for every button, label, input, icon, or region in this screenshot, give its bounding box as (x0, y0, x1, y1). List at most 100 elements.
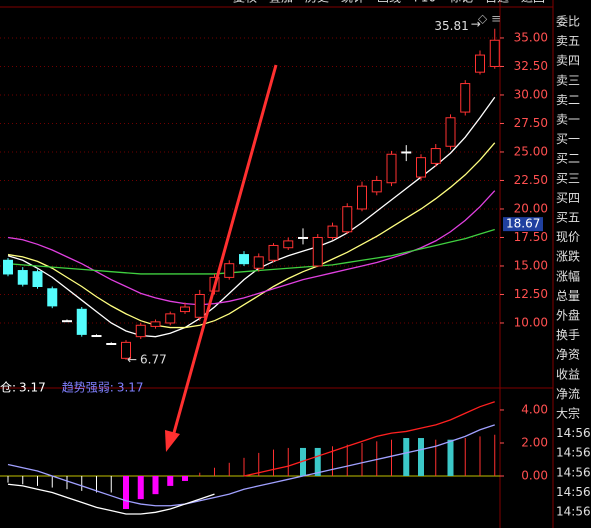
histogram-bar (22, 476, 24, 485)
menu-item: 自选 (485, 0, 509, 5)
candle-body (91, 335, 102, 338)
histogram-bar (199, 472, 201, 477)
y-tick-label: 4.00 (521, 402, 548, 416)
menu-item: 画线 (377, 0, 401, 5)
side-label: 大宗 (556, 406, 580, 421)
histogram-bar (214, 467, 215, 477)
indicator-line (243, 401, 495, 477)
histogram-bar (361, 442, 363, 477)
menu-item: 返回 (521, 0, 545, 5)
candle-body (430, 148, 441, 164)
y-tick-label: 15.00 (514, 258, 548, 272)
candle-body (371, 179, 382, 193)
histogram-bar (332, 446, 333, 477)
histogram-bar (182, 476, 188, 481)
side-label: 买五 (556, 211, 580, 225)
histogram-bar (435, 439, 437, 477)
candle-body (17, 270, 28, 285)
candle-body (416, 157, 426, 178)
menu-item: 叠加 (269, 0, 293, 5)
histogram-bar (137, 476, 144, 500)
side-label: 14:56 (556, 505, 591, 519)
histogram-bar (403, 438, 410, 477)
side-label: 买一 (556, 132, 580, 146)
legend-value: 3.17 (117, 381, 144, 395)
candle-body (76, 308, 87, 335)
price-tag-label: 18.67 (506, 217, 540, 231)
candle-body (3, 259, 13, 275)
side-label: 14:56 (556, 426, 591, 440)
histogram-bar (314, 447, 321, 477)
y-tick-label: 2.00 (521, 435, 548, 449)
histogram-bar (110, 476, 112, 493)
histogram-bar (243, 457, 245, 477)
trend-arrow (170, 64, 278, 441)
histogram-bar (479, 436, 481, 477)
histogram-bar (376, 441, 378, 477)
price-tag (503, 217, 543, 232)
histogram-bar (81, 476, 83, 491)
histogram-bar (391, 439, 392, 477)
candle-body (32, 271, 43, 287)
menu-item: 历史 (305, 0, 329, 5)
side-label: 净流 (556, 387, 580, 401)
candle-body (62, 320, 72, 323)
side-label: 净资 (556, 348, 580, 362)
indicator-line (7, 142, 496, 329)
candle-body (150, 321, 161, 327)
histogram-bar (447, 439, 454, 477)
side-label: 现价 (556, 230, 580, 244)
high-annotation: 35.81 (434, 19, 468, 33)
histogram-bar (123, 476, 129, 510)
candle-body (357, 185, 367, 210)
candle-body (386, 153, 397, 184)
histogram-bar (287, 447, 289, 477)
histogram-bar (258, 452, 260, 477)
side-label: 14:56 (556, 485, 591, 499)
indicator-line (7, 96, 496, 338)
y-tick-label: 27.50 (514, 116, 548, 130)
candle-body (239, 254, 249, 265)
candle-body (106, 343, 117, 346)
histogram-bar (494, 434, 496, 477)
candle-body (445, 117, 456, 147)
side-label: 涨跌 (556, 249, 580, 264)
histogram-bar (418, 438, 424, 477)
side-label: 换手 (556, 328, 580, 342)
side-label: 卖一 (556, 113, 580, 127)
histogram-bar (37, 476, 38, 486)
candle-body (224, 263, 235, 278)
y-tick-label: 10.00 (514, 315, 548, 329)
candle-body (489, 39, 500, 67)
legend-name: 仓: (0, 381, 16, 395)
histogram-bar (7, 476, 9, 483)
candle-body (298, 236, 308, 239)
menu-item: 标记 (449, 0, 473, 5)
low-annotation: 6.77 (140, 352, 167, 366)
histogram-bar (96, 476, 97, 493)
candle-body (460, 83, 471, 113)
side-label: 总量 (556, 289, 580, 303)
histogram-bar (51, 476, 53, 488)
side-label: 买四 (556, 191, 580, 205)
y-tick-label: 22.50 (514, 173, 548, 187)
y-tick-label: 12.50 (514, 287, 548, 301)
arrow: ← (127, 352, 137, 366)
candle-body (475, 54, 485, 73)
histogram-bar (66, 476, 68, 490)
y-tick-label: 0.00 (521, 469, 548, 483)
menu-item: F10 (414, 0, 436, 5)
side-label: 外盘 (556, 308, 580, 323)
histogram-bar (152, 476, 159, 495)
candle-body (253, 256, 264, 269)
menu-item: 复权 (233, 0, 257, 5)
histogram-bar (167, 476, 174, 486)
histogram-bar (346, 444, 348, 477)
candle-body (121, 341, 131, 359)
candle-body (135, 324, 146, 338)
candle-body (268, 244, 279, 261)
legend-name: 趋势强弱: (62, 381, 114, 395)
candle-body (194, 293, 205, 318)
side-label: 卖五 (556, 34, 580, 48)
